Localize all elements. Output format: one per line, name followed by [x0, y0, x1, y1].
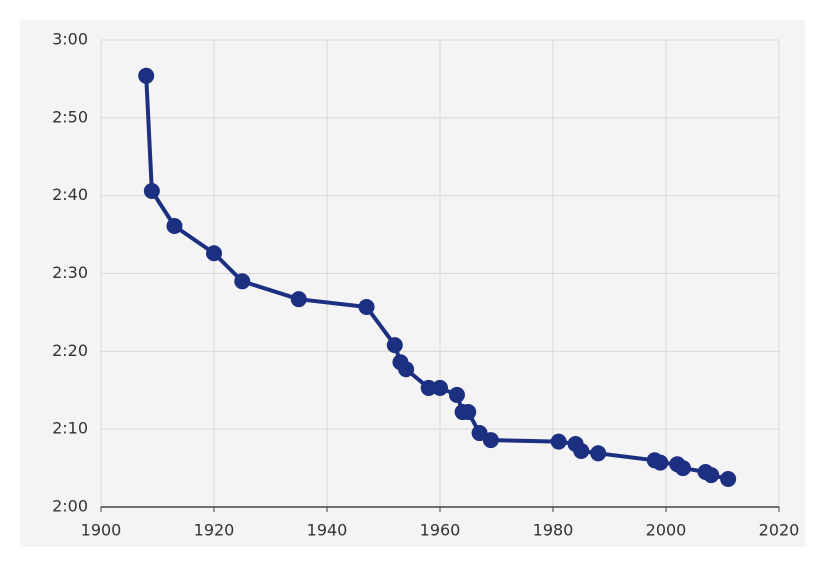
x-tick-label: 1900 [81, 521, 122, 540]
y-tick-label: 2:10 [52, 419, 88, 438]
data-point [460, 404, 477, 421]
data-point [703, 467, 720, 484]
x-tick-label: 1940 [307, 521, 348, 540]
x-tick-label: 2020 [759, 521, 800, 540]
data-point [386, 337, 403, 354]
data-point [234, 273, 251, 290]
data-point [550, 433, 567, 450]
data-point [398, 361, 415, 378]
data-point [590, 445, 607, 462]
data-point [482, 432, 499, 449]
y-tick-label: 3:00 [52, 30, 88, 49]
data-point [143, 182, 160, 199]
data-point [720, 470, 737, 487]
data-point [652, 454, 669, 471]
y-tick-label: 2:20 [52, 341, 88, 360]
x-tick-label: 1920 [194, 521, 235, 540]
x-tick-label: 1960 [420, 521, 461, 540]
y-tick-label: 2:50 [52, 107, 88, 126]
data-point [166, 218, 183, 235]
data-point [448, 386, 465, 403]
x-tick-label: 2000 [646, 521, 687, 540]
data-point [290, 291, 307, 308]
data-point [674, 460, 691, 477]
data-point [420, 379, 437, 396]
data-point [573, 442, 590, 459]
y-tick-label: 2:40 [52, 185, 88, 204]
data-point [138, 67, 155, 84]
y-tick-label: 2:30 [52, 263, 88, 282]
y-tick-label: 2:00 [52, 497, 88, 516]
data-point [206, 245, 222, 262]
x-tick-label: 1980 [533, 521, 574, 540]
data-point [358, 298, 375, 315]
data-point [432, 379, 448, 396]
